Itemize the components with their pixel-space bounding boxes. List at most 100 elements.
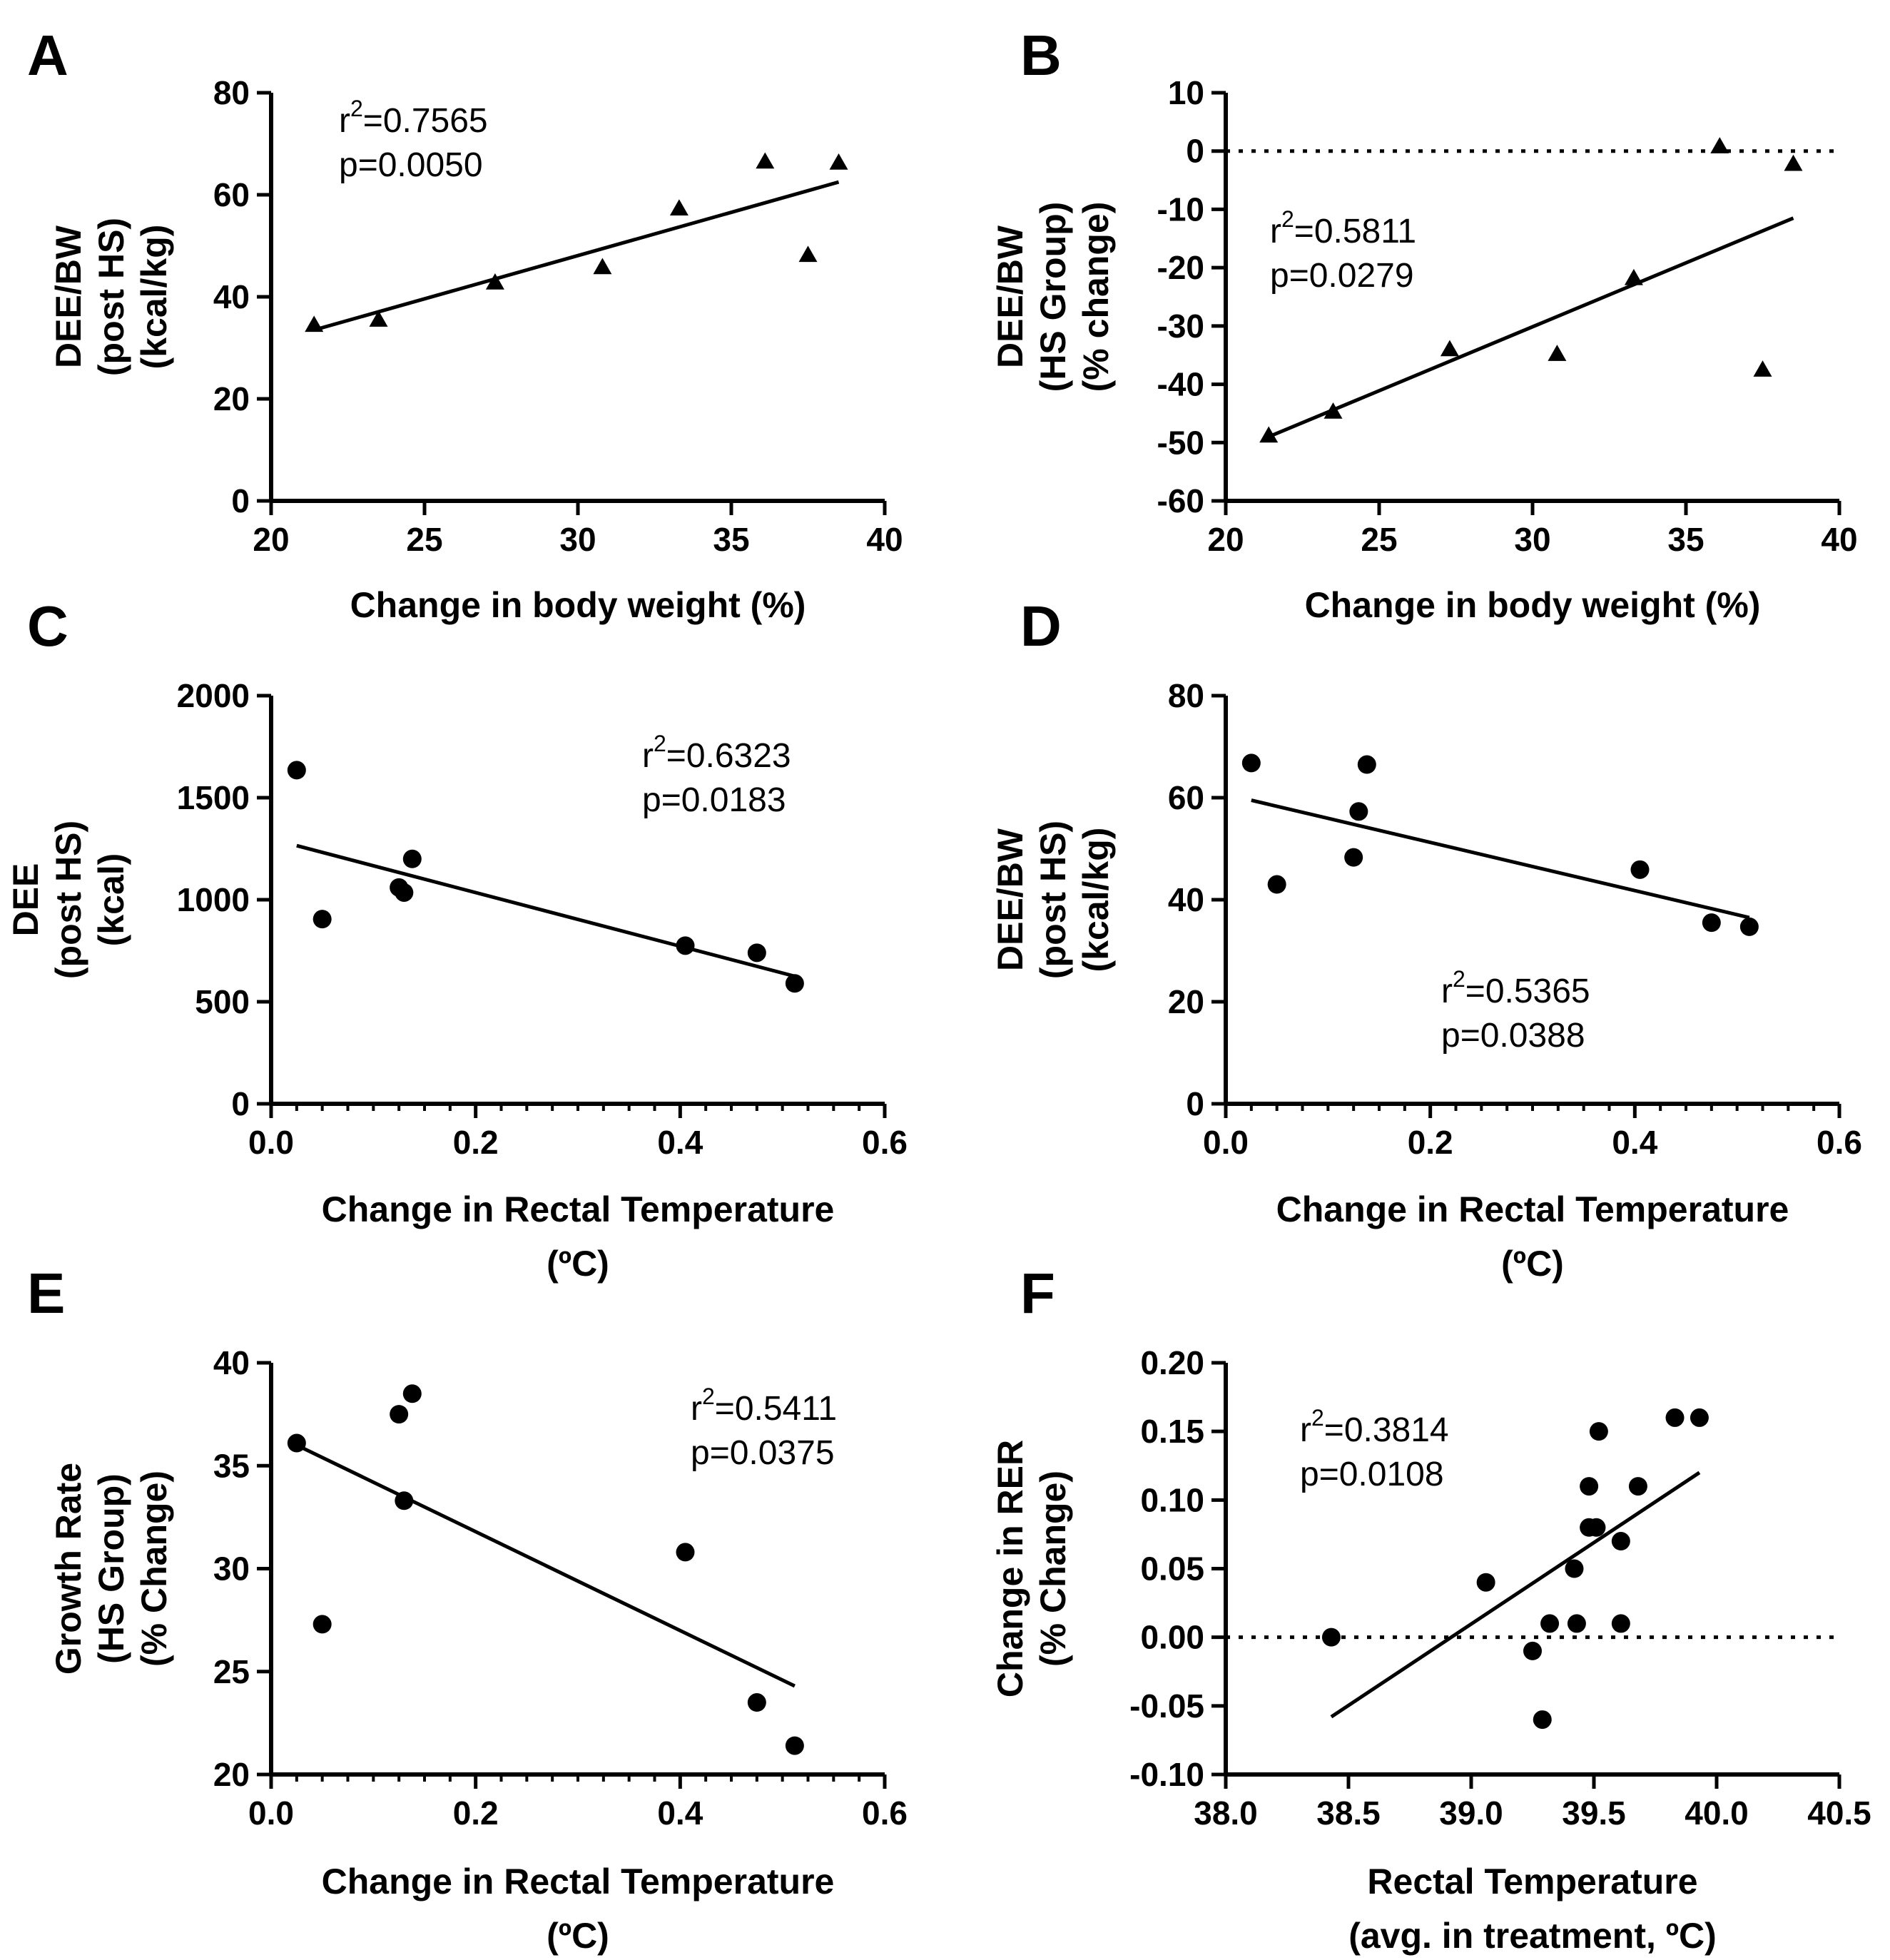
x-tick-label: 30	[1514, 521, 1550, 558]
x-tick-label: 39.5	[1562, 1794, 1626, 1832]
y-axis-label: (post HS)	[1033, 821, 1073, 979]
data-point-circle	[1567, 1614, 1586, 1633]
r-squared-label: r2=0.5365	[1441, 966, 1590, 1010]
y-axis-label: (post HS)	[91, 218, 131, 376]
y-axis-label: (post HS)	[49, 821, 88, 979]
data-point-circle	[1589, 1422, 1608, 1441]
data-point-circle	[1611, 1532, 1630, 1551]
x-axis-label: (ºC)	[1501, 1244, 1564, 1284]
data-point-circle	[1565, 1559, 1584, 1578]
data-point-circle	[1344, 848, 1363, 867]
y-tick-label: 20	[213, 380, 250, 417]
x-axis-label: Change in Rectal Temperature	[1276, 1189, 1789, 1229]
y-tick-label: 0.05	[1140, 1550, 1204, 1588]
y-tick-label: 25	[213, 1653, 250, 1690]
x-tick-label: 0.2	[1408, 1124, 1453, 1161]
y-axis-label: DEE	[6, 863, 46, 937]
data-point-circle	[1476, 1573, 1495, 1592]
data-point-circle	[287, 761, 306, 780]
panel-letter: B	[1020, 24, 1062, 87]
x-tick-label: 0.2	[453, 1124, 499, 1161]
data-point-circle	[1267, 875, 1286, 894]
data-point-circle	[747, 943, 766, 963]
p-value-label: p=0.0279	[1270, 257, 1414, 295]
x-tick-label: 0.4	[657, 1794, 703, 1832]
y-tick-label: -50	[1157, 424, 1204, 461]
y-tick-label: 40	[213, 278, 250, 315]
x-tick-label: 0.4	[1612, 1124, 1657, 1161]
y-tick-label: 0.00	[1140, 1619, 1204, 1656]
data-point-circle	[747, 1693, 766, 1712]
regression-line	[295, 1443, 796, 1688]
y-axis-label: DEE/BW	[990, 828, 1030, 971]
data-point-triangle	[756, 152, 775, 169]
regression-line	[1330, 1471, 1701, 1719]
data-point-circle	[287, 1433, 306, 1453]
panel-letter: D	[1020, 594, 1062, 658]
y-tick-label: 2000	[177, 677, 250, 714]
p-value-label: p=0.0050	[339, 146, 483, 184]
y-axis-label: (HS Group)	[1033, 202, 1073, 392]
x-tick-label: 20	[1207, 521, 1244, 558]
y-tick-label: 20	[213, 1756, 250, 1793]
data-point-circle	[1523, 1641, 1542, 1660]
y-tick-label: 40	[1168, 881, 1204, 918]
data-point-circle	[390, 1405, 409, 1424]
panel-f: F 38.0 38.5 39.0 39.5 40.0 40.5 -0.10 -0.05 0.00 0…	[990, 1261, 1871, 1956]
panel-letter: F	[1020, 1261, 1055, 1325]
data-point-triangle	[305, 315, 324, 332]
data-point-circle	[395, 1491, 414, 1510]
x-tick-label: 40.0	[1685, 1794, 1749, 1832]
x-tick-label: 0.0	[248, 1124, 294, 1161]
x-tick-label: 40.5	[1807, 1794, 1871, 1832]
regression-line	[1251, 798, 1750, 920]
y-axis-label: (kcal/kg)	[1076, 828, 1116, 973]
panel-letter: A	[27, 24, 68, 87]
data-point-circle	[402, 1384, 422, 1403]
data-point-circle	[402, 849, 422, 868]
data-point-circle	[1690, 1408, 1709, 1427]
y-tick-label: 500	[195, 983, 250, 1020]
data-point-circle	[1241, 753, 1261, 773]
y-axis-label: (kcal/kg)	[134, 225, 174, 370]
y-tick-label: 35	[213, 1447, 250, 1484]
x-axis-label: (ºC)	[547, 1916, 609, 1956]
x-axis-label: Change in Rectal Temperature	[322, 1862, 835, 1901]
x-axis-label: Change in body weight (%)	[350, 585, 806, 625]
data-point-circle	[1628, 1477, 1647, 1496]
y-tick-label: 0	[1186, 133, 1204, 170]
y-axis-label: (HS Group)	[91, 1473, 131, 1664]
regression-line	[313, 180, 840, 332]
x-axis-label: Rectal Temperature	[1367, 1862, 1697, 1901]
p-value-label: p=0.0108	[1300, 1456, 1444, 1493]
x-axis-label: (avg. in treatment, ºC)	[1348, 1916, 1717, 1956]
x-tick-label: 25	[406, 521, 442, 558]
x-tick-label: 40	[866, 521, 903, 558]
y-tick-label: 30	[213, 1550, 250, 1588]
x-axis-label: Change in Rectal Temperature	[322, 1189, 835, 1229]
y-tick-label: 0.15	[1140, 1413, 1204, 1450]
y-axis-label: (% Change)	[134, 1471, 174, 1667]
data-point-circle	[313, 1615, 332, 1634]
x-tick-label: 35	[1667, 521, 1704, 558]
y-tick-label: 0	[231, 1085, 250, 1122]
r-squared-label: r2=0.6323	[642, 731, 791, 775]
data-point-circle	[1349, 802, 1368, 821]
r-squared-label: r2=0.3814	[1300, 1405, 1449, 1449]
y-axis-label: (% Change)	[1033, 1471, 1073, 1667]
data-point-circle	[1611, 1614, 1630, 1633]
data-point-triangle	[593, 258, 612, 275]
x-tick-label: 0.2	[453, 1794, 499, 1832]
data-point-circle	[313, 910, 332, 929]
data-point-triangle	[485, 273, 504, 290]
data-point-circle	[676, 1543, 695, 1562]
y-tick-label: -60	[1157, 482, 1204, 519]
data-point-triangle	[1753, 360, 1772, 377]
y-axis-label: Growth Rate	[49, 1463, 88, 1675]
y-tick-label: 60	[213, 176, 250, 213]
data-point-triangle	[1548, 345, 1567, 361]
p-value-label: p=0.0183	[642, 781, 786, 819]
panel-c: C 0.0 0.2 0.4 0.6 0 500 1000 1500 2000 r2=0.6323 p=…	[6, 594, 908, 1284]
x-tick-label: 0.6	[862, 1124, 908, 1161]
